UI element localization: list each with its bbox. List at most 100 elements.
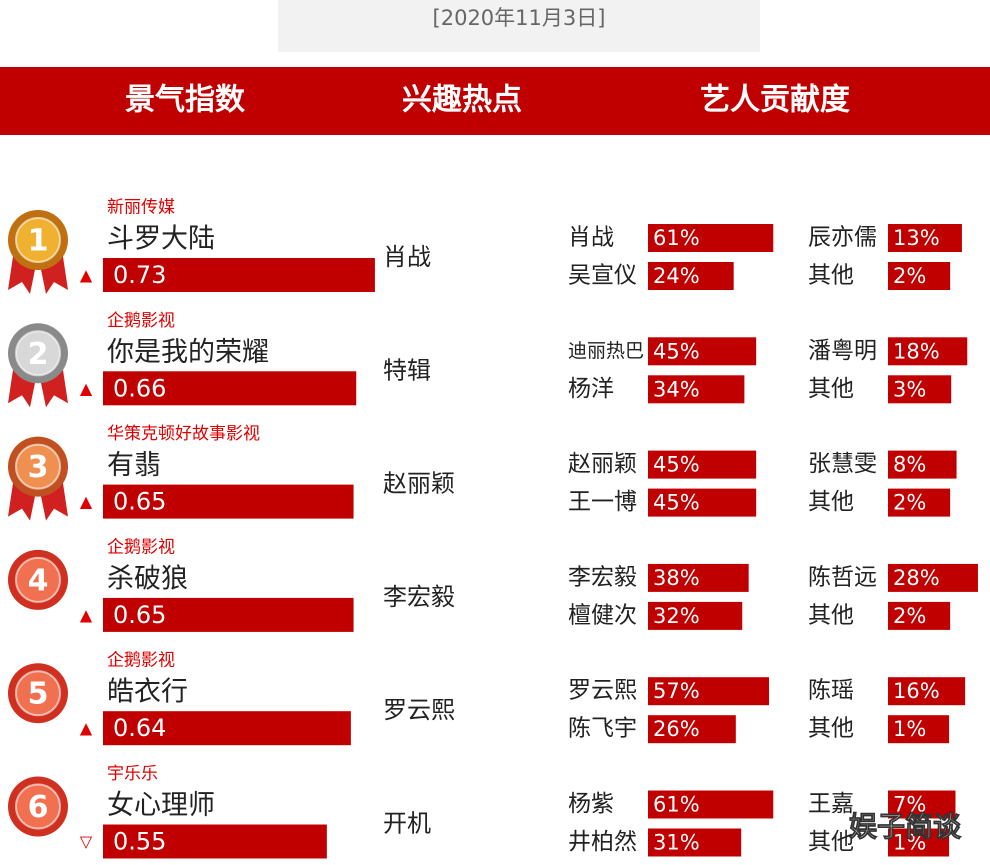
artist-name: 其他 [808,489,854,515]
artist-bar [888,677,966,706]
medal-inner [15,330,61,377]
medal-inner [15,556,61,603]
artist-name: 吴宣仪 [568,263,637,289]
artist-bar [648,790,774,819]
company: 华策克顿好故事影视 [107,424,260,444]
company: 企鹅影视 [107,537,175,557]
artist-value: 45% [653,339,700,363]
artist-bar [648,715,736,744]
artist-value: 13% [893,226,940,250]
index: 0.66 [113,374,166,402]
trend: ▲ [80,492,93,511]
artist-bar [888,790,956,819]
artist-name: 陈飞宇 [568,716,637,742]
artist-bar [888,337,968,366]
artist-name: 井柏然 [568,829,637,855]
artist-bar [648,224,774,252]
artist-value: 8% [893,453,926,477]
artist-bar [648,337,757,366]
medal-inner [15,443,61,490]
artist-name: 其他 [808,263,854,289]
artist-name: 檀健次 [568,602,637,628]
artist-bar [888,224,962,252]
trend: ▲ [80,379,93,398]
header: 景气指数 [125,83,246,118]
artist-value: 31% [653,831,700,855]
header: 艺人贡献度 [700,83,850,118]
artist-value: 61% [653,793,700,817]
medal-inner [15,217,61,263]
artist-bar [888,488,951,517]
hotspot: 特辑 [383,356,431,384]
artist-name: 迪丽热巴 [568,340,644,362]
artist-value: 16% [893,679,940,703]
header-band [0,67,990,135]
trend: ▲ [80,605,93,624]
index-bar [103,484,354,519]
index: 0.65 [113,601,166,629]
artist-bar [648,563,749,592]
artist-value: 45% [653,491,700,515]
rank: 3 [28,450,49,485]
artist-bar [648,450,757,479]
title: 皓衣行 [107,677,188,708]
artist-name: 张慧雯 [808,451,877,477]
artist-name: 辰亦儒 [808,225,877,251]
artist-value: 34% [653,377,700,401]
artist-value: 28% [893,566,940,590]
artist-bar [888,262,951,290]
artist-name: 陈瑶 [808,678,854,704]
title: 杀破狼 [107,563,188,594]
index: 0.55 [113,828,166,856]
artist-bar [888,563,978,592]
artist-bar [888,450,957,479]
trend: ▽ [80,832,93,851]
title: 女心理师 [107,790,215,821]
artist-value: 2% [893,491,926,515]
artist-bar [648,828,742,857]
medal-inner [15,670,61,717]
artist-name: 其他 [808,716,854,742]
hotspot: 李宏毅 [383,583,455,611]
hotspot: 肖战 [383,243,431,271]
hotspot: 罗云熙 [383,696,455,724]
artist-name: 王一博 [568,489,637,515]
artist-value: 18% [893,339,940,363]
artist-bar [888,375,952,404]
company: 新丽传媒 [107,198,175,218]
artist-bar [888,715,950,744]
medal-inner [15,783,61,830]
index-bar [103,711,351,746]
index-bar [103,258,375,292]
rank: 1 [28,224,49,259]
artist-value: 2% [893,264,926,288]
artist-name: 赵丽颖 [568,451,637,477]
artist-bar [888,828,950,857]
rank: 5 [28,677,49,712]
index-bar [103,597,354,632]
artist-name: 李宏毅 [568,564,637,590]
artist-value: 1% [893,717,926,741]
title: 有翡 [107,450,161,481]
artist-value: 45% [653,453,700,477]
company: 企鹅影视 [107,651,175,671]
artist-name: 王嘉 [808,791,854,817]
artist-bar [888,601,951,630]
artist-bar [648,375,745,404]
title: 斗罗大陆 [107,224,215,255]
date: [2020年11月3日] [433,6,606,30]
artist-name: 其他 [808,376,854,402]
index-bar [103,371,357,406]
artist-bar [648,262,734,290]
artist-name: 肖战 [568,225,614,251]
artist-bar [648,677,769,706]
artist-name: 其他 [808,829,854,855]
rank: 2 [28,337,49,372]
header: 兴趣热点 [402,83,522,118]
artist-bar [648,601,743,630]
index: 0.73 [113,261,166,289]
artist-value: 1% [893,831,926,855]
artist-value: 32% [653,604,700,628]
